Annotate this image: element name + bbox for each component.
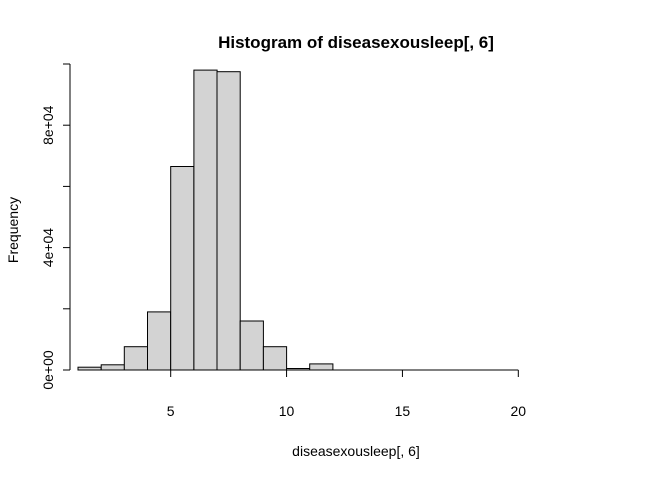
histogram-bar-3 bbox=[147, 311, 172, 371]
y-axis: 0e+00 4e+04 8e+04 bbox=[40, 63, 71, 390]
histogram-bar-1 bbox=[100, 364, 125, 371]
x-tick-label: 10 bbox=[279, 403, 295, 419]
chart-title: Histogram of diseasexousleep[, 6] bbox=[218, 33, 494, 52]
histogram-bar-8 bbox=[262, 346, 288, 371]
x-tick-label: 15 bbox=[395, 403, 411, 419]
histogram-bar-4 bbox=[170, 166, 195, 371]
x-axis-label: diseasexousleep[, 6] bbox=[292, 443, 420, 459]
y-tick-label: 8e+04 bbox=[40, 105, 56, 145]
histogram-bar-7 bbox=[239, 320, 264, 371]
bar-group bbox=[77, 69, 334, 371]
histogram-bar-2 bbox=[123, 346, 149, 371]
y-tick-label: 4e+04 bbox=[40, 228, 56, 268]
y-axis-label: Frequency bbox=[5, 197, 21, 263]
histogram-bar-6 bbox=[216, 71, 241, 371]
y-tick-label: 0e+00 bbox=[40, 350, 56, 390]
x-axis: 5 10 15 20 bbox=[167, 369, 527, 419]
x-tick-label: 5 bbox=[167, 403, 175, 419]
x-tick-label: 20 bbox=[511, 403, 527, 419]
histogram-bar-10 bbox=[309, 363, 334, 371]
histogram-bar-5 bbox=[193, 69, 218, 371]
histogram-bar-0 bbox=[77, 366, 102, 371]
